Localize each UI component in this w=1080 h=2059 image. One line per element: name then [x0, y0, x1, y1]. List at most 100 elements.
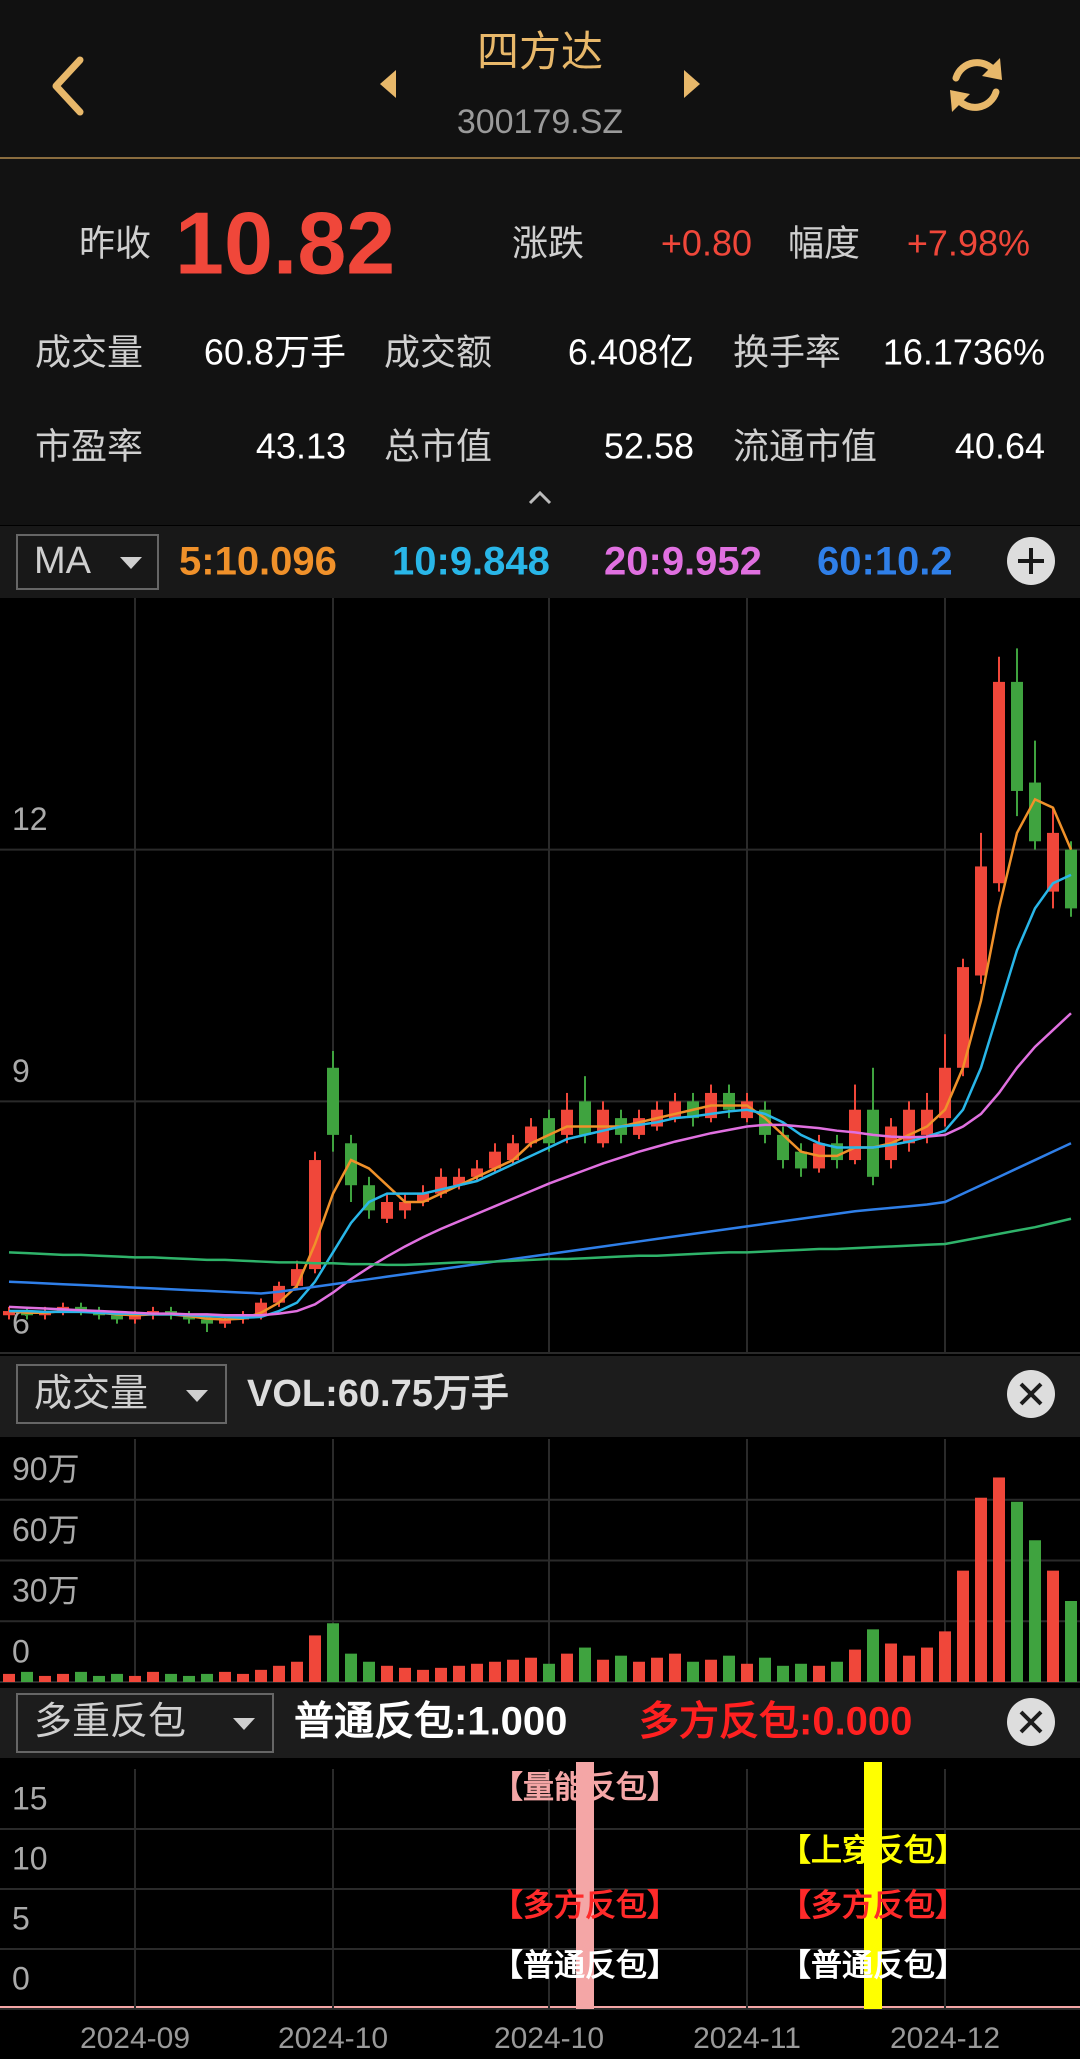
candle-body — [777, 1134, 789, 1161]
volume-bar — [183, 1675, 195, 1682]
volume-bar — [111, 1673, 123, 1682]
quote-value: +7.98% — [907, 223, 1030, 264]
quote-label: 换手率 — [733, 332, 841, 373]
volume-bar — [237, 1673, 249, 1682]
quote-label: 成交额 — [384, 332, 492, 373]
legend-entry: 20:9.952 — [604, 540, 762, 584]
close-indicator[interactable] — [1007, 1698, 1055, 1746]
y-tick-label: 10 — [12, 1840, 48, 1876]
candle-body — [561, 1109, 573, 1135]
volume-bar — [795, 1663, 807, 1682]
volume-bar — [1047, 1570, 1059, 1682]
close-x — [1019, 1710, 1043, 1734]
candle-body — [381, 1202, 393, 1219]
volume-bar — [273, 1665, 285, 1682]
volume-bar — [3, 1673, 15, 1682]
y-tick-label: 5 — [12, 1900, 30, 1936]
quote-value: 40.64 — [955, 426, 1045, 467]
candle-body — [345, 1143, 357, 1186]
volume-bar — [921, 1647, 933, 1682]
candle-body — [867, 1109, 879, 1177]
y-tick-label: 30万 — [12, 1573, 80, 1609]
collapse-caret[interactable] — [528, 490, 552, 505]
quote-value: 43.13 — [256, 426, 346, 467]
header-bg — [0, 0, 1080, 158]
x-tick-label: 2024-09 — [80, 2022, 190, 2055]
quote-value: 60.8万手 — [204, 332, 346, 373]
volume-bar — [867, 1629, 879, 1682]
volume-bar — [435, 1667, 447, 1682]
refresh-arrow — [950, 90, 970, 112]
indicator-name: 多重反包 — [34, 1701, 186, 1743]
signal-label: 【多方反包】 — [780, 1888, 966, 1923]
add-indicator[interactable] — [1007, 537, 1055, 585]
candle-body — [579, 1101, 591, 1135]
close-indicator[interactable] — [1007, 1370, 1055, 1418]
quote-label: 总市值 — [384, 426, 492, 467]
candle-body — [903, 1109, 915, 1144]
candle-body — [1065, 849, 1077, 909]
volume-bar — [219, 1671, 231, 1682]
volume-bar — [201, 1673, 213, 1682]
stock-name: 四方达 — [477, 28, 603, 75]
stock-code: 300179.SZ — [457, 103, 623, 141]
volume-bar — [975, 1497, 987, 1682]
back-button[interactable] — [52, 56, 84, 116]
dropdown-arrow — [233, 1718, 255, 1730]
candle-body — [219, 1319, 231, 1324]
signal-bar — [864, 1762, 882, 2009]
prev-stock[interactable] — [380, 70, 396, 98]
signal-label: 【上穿反包】 — [780, 1833, 966, 1868]
legend-entry: 5:10.096 — [179, 540, 337, 584]
volume-bar — [57, 1673, 69, 1682]
legend-entry: 10:9.848 — [392, 540, 550, 584]
quote-value: +0.80 — [661, 223, 752, 264]
refresh-button[interactable] — [950, 58, 1002, 112]
candle-body — [525, 1126, 537, 1144]
volume-bar — [417, 1669, 429, 1682]
next-stock[interactable] — [684, 70, 700, 98]
y-tick-label: 60万 — [12, 1512, 80, 1548]
volume-bar — [993, 1477, 1005, 1682]
volume-bar — [21, 1671, 33, 1682]
candle-body — [795, 1151, 807, 1169]
volume-bar — [129, 1675, 141, 1682]
signal-label: 【普通反包】 — [780, 1948, 966, 1983]
candle-body — [327, 1067, 339, 1135]
volume-bar — [39, 1675, 51, 1682]
y-tick-label: 0 — [12, 1960, 30, 1996]
quote-value: 52.58 — [604, 426, 694, 467]
candle-body — [453, 1176, 465, 1186]
quote-label: 成交量 — [35, 332, 143, 373]
x-tick-label: 2024-10 — [494, 2022, 604, 2055]
candle-body — [309, 1160, 321, 1270]
volume-bar — [831, 1661, 843, 1682]
candle-body — [543, 1118, 555, 1144]
y-tick-label: 0 — [12, 1633, 30, 1669]
indicator-select[interactable] — [16, 1693, 274, 1753]
candle-body — [1011, 681, 1023, 791]
volume-bar — [939, 1631, 951, 1682]
y-tick-label: 15 — [12, 1780, 48, 1816]
volume-bar — [813, 1665, 825, 1682]
volume-bar — [327, 1623, 339, 1682]
candle-body — [849, 1109, 861, 1161]
ma-line — [8, 1217, 1072, 1267]
candle-body — [975, 866, 987, 976]
volume-bar — [507, 1659, 519, 1682]
candle-body — [723, 1092, 735, 1110]
ma-line — [8, 1012, 1072, 1317]
x-tick-label: 2024-12 — [890, 2022, 1000, 2055]
y-tick-label: 9 — [12, 1053, 30, 1089]
volume-bar — [651, 1657, 663, 1682]
quote-label: 涨跌 — [512, 223, 584, 264]
ma-line — [8, 797, 1073, 1321]
volume-bar — [309, 1635, 321, 1682]
y-tick-label: 12 — [12, 801, 48, 837]
x-tick-label: 2024-11 — [693, 2022, 801, 2055]
candle-body — [417, 1193, 429, 1202]
candle-body — [1029, 782, 1041, 842]
volume-readout: VOL:60.75万手 — [247, 1373, 509, 1415]
candle-body — [399, 1202, 411, 1211]
